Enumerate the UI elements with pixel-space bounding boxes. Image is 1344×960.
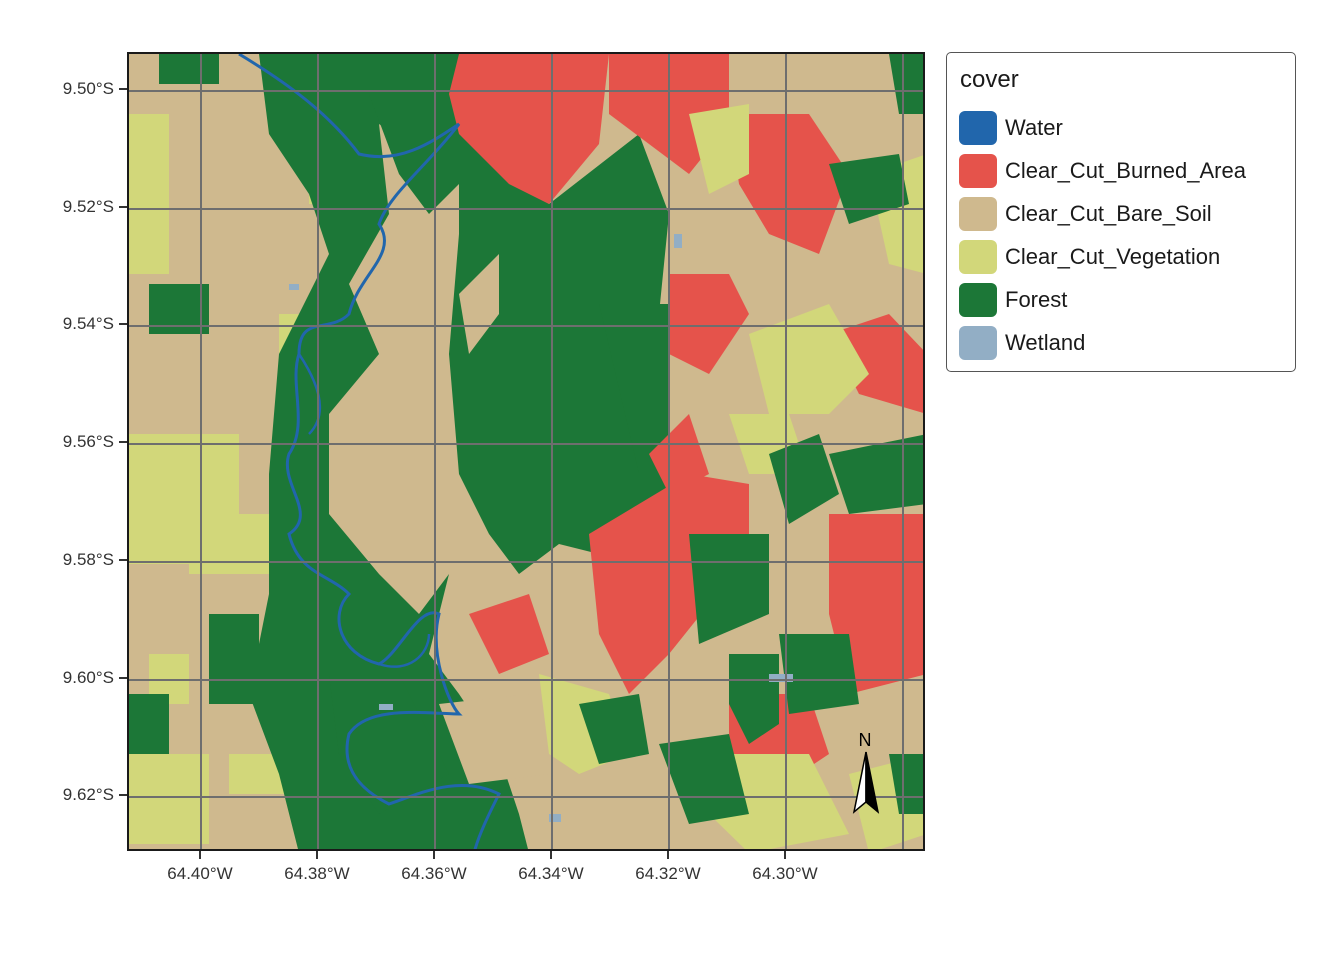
lon-label-6: 64.30°W bbox=[752, 864, 818, 883]
lon-tick bbox=[550, 851, 552, 859]
legend-label: Forest bbox=[1005, 287, 1068, 312]
land-cover-map bbox=[129, 54, 923, 849]
bare-soil-clearing bbox=[459, 254, 499, 354]
legend-label: Wetland bbox=[1005, 330, 1086, 355]
north-arrow-label: N bbox=[859, 730, 872, 750]
lon-tick bbox=[316, 851, 318, 859]
legend-label: Clear_Cut_Bare_Soil bbox=[1005, 201, 1212, 226]
lon-tick bbox=[433, 851, 435, 859]
lon-tick bbox=[199, 851, 201, 859]
lat-label-1: 9.50°S bbox=[62, 79, 114, 98]
legend-item-water: Water bbox=[959, 110, 1063, 146]
south-patches bbox=[439, 594, 749, 824]
wetland-patches bbox=[289, 234, 793, 822]
lat-label-3: 9.54°S bbox=[62, 314, 114, 333]
graticule bbox=[129, 54, 923, 849]
lat-tick bbox=[119, 206, 127, 208]
legend-label: Clear_Cut_Vegetation bbox=[1005, 244, 1221, 269]
lat-tick bbox=[119, 88, 127, 90]
lon-label-5: 64.32°W bbox=[635, 864, 701, 883]
legend-label: Clear_Cut_Burned_Area bbox=[1005, 158, 1246, 183]
legend-swatch bbox=[959, 240, 997, 274]
lon-label-1: 64.40°W bbox=[167, 864, 233, 883]
legend-swatch bbox=[959, 283, 997, 317]
lon-tick bbox=[784, 851, 786, 859]
lat-label-7: 9.62°S bbox=[62, 785, 114, 804]
legend-item-bare-soil: Clear_Cut_Bare_Soil bbox=[959, 196, 1212, 232]
lat-label-5: 9.58°S bbox=[62, 550, 114, 569]
lat-label-4: 9.56°S bbox=[62, 432, 114, 451]
legend-item-forest: Forest bbox=[959, 282, 1067, 318]
east-zone bbox=[589, 54, 923, 849]
forest-central-east bbox=[599, 304, 669, 474]
lon-tick bbox=[667, 851, 669, 859]
lon-label-2: 64.38°W bbox=[284, 864, 350, 883]
legend-item-burned: Clear_Cut_Burned_Area bbox=[959, 153, 1246, 189]
legend-item-vegetation: Clear_Cut_Vegetation bbox=[959, 239, 1220, 275]
legend-swatch bbox=[959, 326, 997, 360]
legend: cover Water Clear_Cut_Burned_Area Clear_… bbox=[946, 52, 1296, 372]
lat-tick bbox=[119, 441, 127, 443]
legend-item-wetland: Wetland bbox=[959, 325, 1085, 361]
legend-swatch bbox=[959, 111, 997, 145]
lat-tick bbox=[119, 794, 127, 796]
legend-label: Water bbox=[1005, 115, 1063, 140]
river-main bbox=[238, 54, 502, 849]
lat-tick bbox=[119, 559, 127, 561]
map-panel[interactable] bbox=[127, 52, 925, 851]
north-arrow-icon: N bbox=[852, 730, 880, 814]
lon-label-3: 64.36°W bbox=[401, 864, 467, 883]
legend-title: cover bbox=[960, 66, 1019, 93]
legend-swatch bbox=[959, 197, 997, 231]
lat-label-2: 9.52°S bbox=[62, 197, 114, 216]
lat-label-6: 9.60°S bbox=[62, 668, 114, 687]
lon-label-4: 64.34°W bbox=[518, 864, 584, 883]
lat-tick bbox=[119, 323, 127, 325]
legend-swatch bbox=[959, 154, 997, 188]
lat-tick bbox=[119, 677, 127, 679]
